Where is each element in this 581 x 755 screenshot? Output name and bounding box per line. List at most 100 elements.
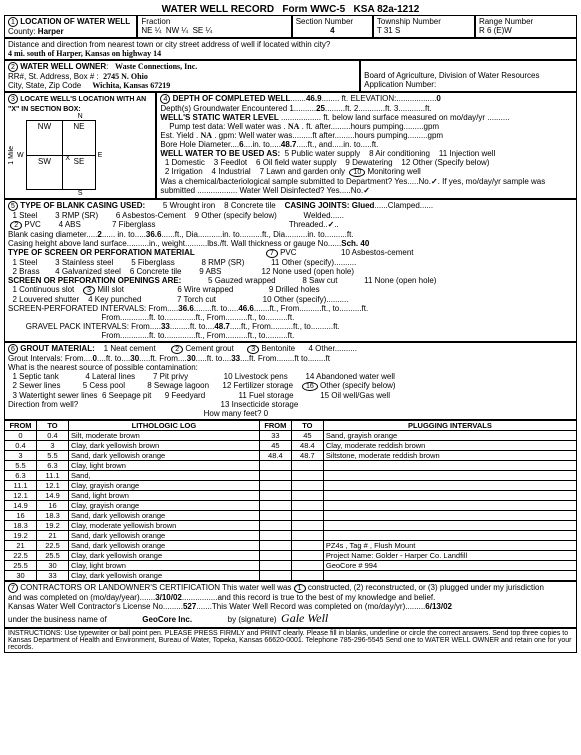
o9: 9 Drilled holes [269, 285, 320, 294]
log-cell: 45 [291, 431, 323, 441]
sch: Sch. 40 [341, 239, 369, 248]
log-hdr: LITHOLOGIC LOG [69, 421, 260, 431]
depth-unit: ft. ELEVATION: [342, 94, 397, 103]
int: Grout Intervals: From [8, 354, 84, 363]
depth: 46.9 [306, 94, 322, 103]
log-cell [259, 461, 291, 471]
cc3: 3 Watertight sewer lines [12, 391, 97, 400]
log-cell: 5.5 [37, 451, 69, 461]
log-cell: Silt, moderate brown [69, 431, 260, 441]
sec4-num: 4 [160, 94, 170, 104]
u12: 12 Other (Specify below) [401, 158, 489, 167]
ss-2: 2 Brass [12, 267, 39, 276]
ss-9: 9 ABS [199, 267, 221, 276]
pft2-c: ft., to [293, 322, 311, 331]
cc7: 7 Pit privy [153, 372, 188, 381]
table-row: 35.5Sand, dark yellowish orange48.448.7S… [5, 451, 577, 461]
log-cell [323, 461, 576, 471]
log-cell [323, 491, 576, 501]
log-cell: 3 [5, 451, 37, 461]
no2: No [351, 186, 361, 195]
log-cell [259, 541, 291, 551]
log-cell: 16 [37, 501, 69, 511]
log-cell: 14.9 [37, 491, 69, 501]
sec1-num: 1 [8, 17, 18, 27]
d3: 36.6 [146, 230, 162, 239]
log-cell [323, 511, 576, 521]
log-cell: Clay, dark yellowish orange [69, 571, 260, 581]
gw3: ft. 3. [385, 104, 401, 113]
log-cell [323, 501, 576, 511]
log-cell: 33 [37, 571, 69, 581]
cc11: 11 Fuel storage [239, 391, 294, 400]
board: Board of Agriculture, Division of Water … [364, 71, 539, 80]
table-row: 3033Clay, dark yellowish orange [5, 571, 577, 581]
c5-1: 1 Steel [12, 211, 37, 220]
s7-l4: Kansas Water Well Contractor's License N… [8, 602, 165, 611]
gw: Depth(s) Groundwater Encountered 1. [160, 104, 296, 113]
c1-circ: 1 [294, 584, 306, 593]
log-cell: 48.4 [291, 441, 323, 451]
table-row: 00.4Silt, moderate brown3345Sand, grayis… [5, 431, 577, 441]
screen: TYPE OF SCREEN OR PERFORATION MATERIAL [8, 248, 195, 257]
no: No [418, 177, 428, 186]
table-row: 11.112.1Clay, grayish orange [5, 481, 577, 491]
d1: 2 [97, 230, 101, 239]
pto3: ft. to [190, 322, 206, 331]
log-cell [259, 471, 291, 481]
c16-circ: 16 [302, 382, 318, 391]
dir-s: S [8, 190, 152, 197]
i3: 30 [130, 354, 139, 363]
log-cell: Clay, dark yellowish orange [69, 551, 260, 561]
c5-4: 4 ABS [59, 220, 81, 229]
pto4: ft. to [149, 331, 165, 340]
by: by (signature) [228, 615, 277, 624]
log-cell: 12.1 [37, 481, 69, 491]
cc2: 2 Sewer lines [12, 381, 60, 390]
log-cell [291, 521, 323, 531]
s1-label: LOCATION OF WATER WELL [20, 17, 130, 26]
pft3-d: ft. [288, 331, 295, 340]
log-cell [291, 561, 323, 571]
sec7-num: 7 [8, 583, 18, 593]
log-cell: 48.7 [291, 451, 323, 461]
log-cell: Clay, grayish orange [69, 501, 260, 511]
log-cell [259, 531, 291, 541]
pump: Pump test data: Well water was [169, 122, 281, 131]
township: T 31 S [377, 26, 400, 35]
bore6: ft. [372, 140, 379, 149]
table-row: 12.114.9Sand, light brown [5, 491, 577, 501]
signature: Gale Well [281, 611, 328, 625]
box-ne: NE [63, 121, 95, 156]
grav: GRAVEL PACK INTERVALS: From [26, 322, 150, 331]
log-cell: Clay, light brown [69, 561, 260, 571]
dir-w: W [15, 152, 26, 159]
log-cell: Sand, dark yellowish orange [69, 531, 260, 541]
cc10: 10 Livestock pens [224, 372, 288, 381]
ss-8: 8 RMP (SR) [201, 258, 244, 267]
log-hdr: TO [37, 421, 69, 431]
c5-8: 8 Concrete tile [224, 201, 276, 210]
u6: 6 Oil field water supply [256, 158, 336, 167]
log-cell: 16 [5, 511, 37, 521]
chem: Was a chemical/bacteriological sample su… [160, 177, 407, 186]
cc12: 12 Fertilizer storage [222, 381, 293, 390]
o7: 7 Torch cut [177, 295, 216, 304]
u5: 5 Public water supply [285, 149, 361, 158]
biz: GeoCore Inc. [142, 615, 192, 624]
log-cell: 22.5 [5, 551, 37, 561]
i1: 0 [92, 354, 96, 363]
s7-circ: 7 [266, 249, 278, 258]
o10: 10 Other (specify) [263, 295, 327, 304]
mile: 1 Mile [8, 146, 15, 165]
pft2-d: ft., to [248, 331, 266, 340]
pft-b: ft., From [196, 313, 226, 322]
from2: From [101, 313, 120, 322]
sec6-num: 6 [8, 344, 18, 354]
table-row: 1618.3Sand, dark yellowish orange [5, 511, 577, 521]
s7-label: CONTRACTORS OR LANDOWNER'S CERTIFICATION… [20, 583, 291, 592]
cc9: 9 Feedyard [165, 391, 205, 400]
pft3-c: ft. [333, 322, 340, 331]
log-cell [323, 521, 576, 531]
log-cell [323, 471, 576, 481]
